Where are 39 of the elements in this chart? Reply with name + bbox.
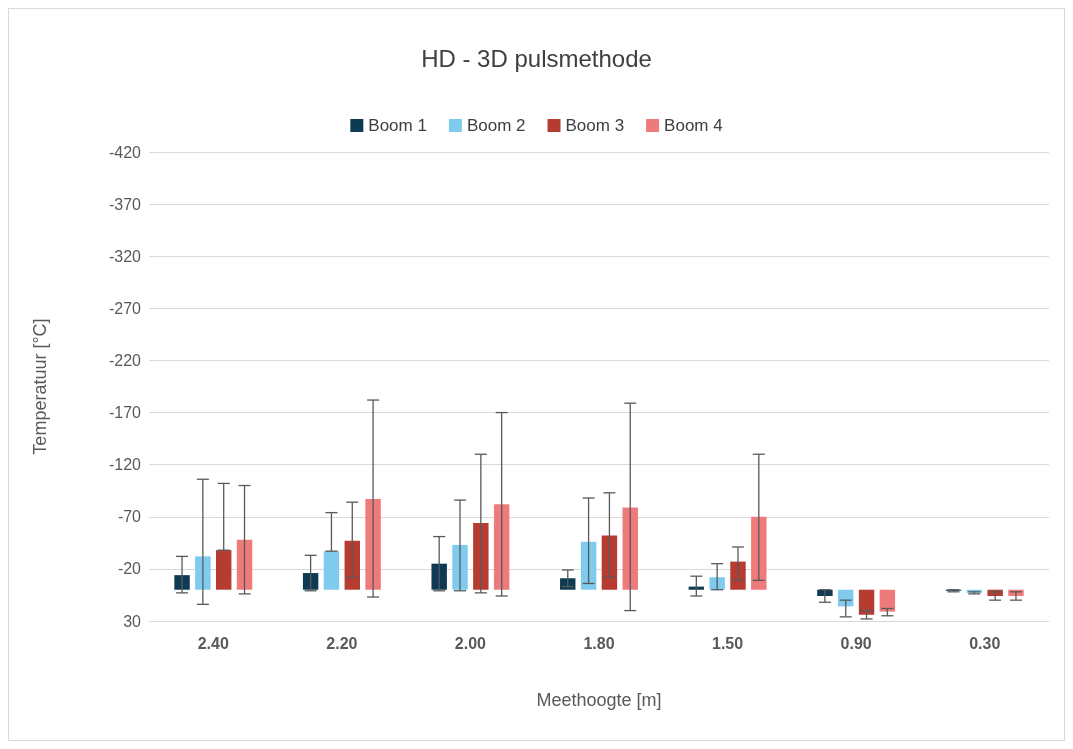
bar [215, 550, 232, 590]
x-tick-label: 0.90 [840, 634, 872, 652]
chart-title: HD - 3D pulsmethode [421, 44, 652, 72]
bar [622, 507, 638, 590]
x-tick-label: 0.30 [969, 634, 1001, 652]
legend-label: Boom 1 [368, 116, 427, 135]
y-tick-label: -370 [108, 195, 142, 213]
y-tick-label: 30 [123, 612, 142, 630]
bar [323, 551, 340, 590]
bar [580, 541, 597, 590]
x-tick-label: 2.00 [454, 634, 487, 652]
x-tick-label: 2.20 [326, 634, 358, 652]
bar [431, 563, 447, 590]
bar [344, 540, 360, 590]
bar [302, 573, 319, 590]
y-tick-label: -320 [108, 247, 142, 265]
y-tick-label: -220 [108, 351, 142, 369]
bar [236, 539, 253, 590]
y-tick-label: -270 [108, 299, 142, 317]
y-axis-title: Temperatuur [°C] [30, 318, 50, 455]
y-tick-label: -170 [108, 404, 142, 422]
legend-label: Boom 4 [664, 116, 723, 135]
bar [879, 589, 896, 612]
bar [751, 516, 767, 590]
y-tick-label: -20 [117, 560, 142, 578]
x-tick-label: 1.50 [712, 634, 744, 652]
y-tick-label: -420 [108, 143, 142, 161]
bar [858, 589, 875, 615]
y-tick-label: -120 [108, 456, 142, 474]
legend-label: Boom 2 [466, 116, 526, 135]
y-tick-label: -70 [117, 508, 142, 526]
x-tick-label: 2.40 [197, 634, 229, 652]
x-tick-label: 1.80 [583, 634, 615, 652]
legend-label: Boom 3 [565, 116, 625, 135]
bar [601, 535, 618, 590]
x-axis-title: Meethoogte [m] [536, 690, 662, 710]
bar [473, 523, 489, 590]
bar [493, 504, 510, 590]
bar [838, 589, 854, 607]
